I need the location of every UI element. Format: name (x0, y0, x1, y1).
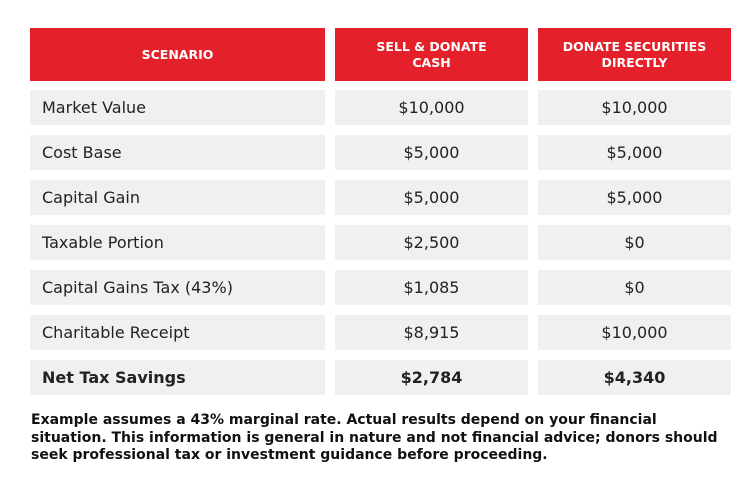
cell-value: $0 (538, 225, 731, 260)
column-header: SCENARIO (30, 28, 325, 81)
row-label: Charitable Receipt (30, 315, 325, 350)
cell-value: $2,784 (335, 360, 528, 395)
cell-value: $10,000 (538, 315, 731, 350)
column-header: DONATE SECURITIES DIRECTLY (538, 28, 731, 81)
cell-value: $8,915 (335, 315, 528, 350)
row-label: Taxable Portion (30, 225, 325, 260)
cell-value: $5,000 (538, 135, 731, 170)
cell-value: $10,000 (538, 90, 731, 125)
cell-value: $2,500 (335, 225, 528, 260)
cell-value: $5,000 (335, 180, 528, 215)
cell-value: $1,085 (335, 270, 528, 305)
row-label: Cost Base (30, 135, 325, 170)
row-label: Net Tax Savings (30, 360, 325, 395)
cell-value: $4,340 (538, 360, 731, 395)
row-label: Capital Gains Tax (43%) (30, 270, 325, 305)
cell-value: $0 (538, 270, 731, 305)
column-header: SELL & DONATE CASH (335, 28, 528, 81)
row-label: Market Value (30, 90, 325, 125)
cell-value: $10,000 (335, 90, 528, 125)
row-label: Capital Gain (30, 180, 325, 215)
cell-value: $5,000 (538, 180, 731, 215)
cell-value: $5,000 (335, 135, 528, 170)
footnote: Example assumes a 43% marginal rate. Act… (31, 412, 718, 463)
